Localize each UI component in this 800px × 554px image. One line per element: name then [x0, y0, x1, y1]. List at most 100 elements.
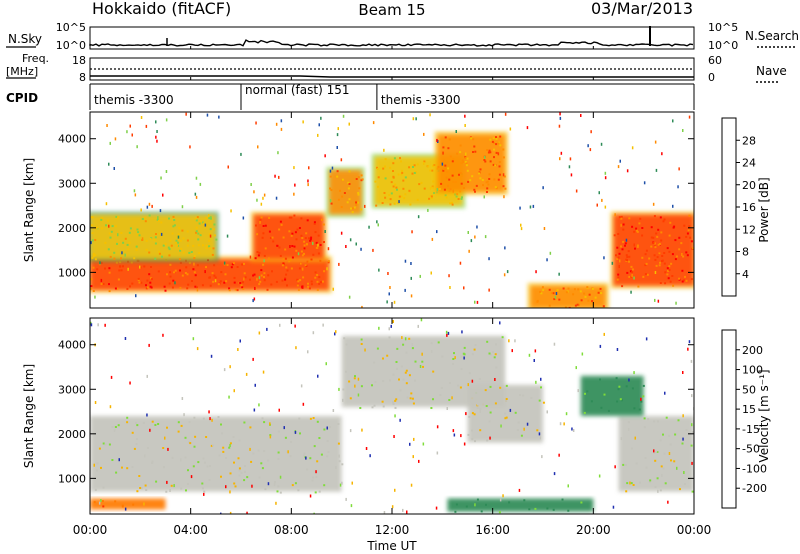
velocity-pixel [410, 392, 413, 395]
velocity-noise-pixel [364, 348, 366, 352]
velocity-noise-pixel [383, 511, 386, 514]
power-pixel [296, 278, 299, 281]
velocity-pixel [584, 392, 586, 395]
velocity-noise-pixel [436, 451, 439, 455]
velocity-pixel [495, 366, 498, 369]
velocity-pixel [111, 459, 114, 461]
power-pixel [389, 166, 392, 169]
velocity-pixel [619, 398, 622, 401]
velocity-noise-pixel [326, 426, 328, 430]
power-pixel [654, 246, 657, 249]
velocity-noise-pixel [603, 332, 605, 336]
power-pixel [92, 290, 95, 292]
power-pixel [226, 264, 229, 266]
power-pixel [91, 216, 94, 219]
power-pixel [445, 196, 448, 199]
velocity-pixel [315, 475, 318, 478]
velocity-pixel [326, 440, 329, 443]
power-pixel [310, 236, 313, 239]
power-pixel [464, 157, 467, 160]
x-tick-label: 00:00 [73, 523, 108, 537]
power-pixel [131, 282, 134, 285]
power-pixel [586, 286, 589, 289]
power-pixel [494, 186, 497, 189]
power-pixel [686, 254, 689, 257]
velocity-pixel [229, 442, 232, 445]
power-noise-pixel [546, 258, 548, 262]
power-pixel [487, 183, 490, 186]
power-pixel [194, 274, 197, 277]
power-noise-pixel [580, 114, 582, 117]
velocity-pixel [243, 470, 246, 473]
power-pixel [565, 291, 568, 294]
velocity-pixel [409, 397, 412, 400]
velocity-pixel [583, 411, 586, 414]
velocity-pixel [488, 420, 491, 423]
cpid-label: CPID [6, 91, 38, 105]
velocity-noise-pixel [104, 323, 106, 327]
power-pixel [629, 276, 632, 278]
colorbar-tick-label: -100 [742, 462, 767, 475]
velocity-pixel [656, 420, 659, 423]
power-pixel [392, 185, 395, 188]
power-noise-pixel [484, 155, 486, 159]
power-noise-pixel [332, 287, 334, 291]
power-pixel [691, 247, 694, 250]
velocity-pixel [523, 499, 526, 502]
velocity-pixel [463, 346, 466, 349]
velocity-pixel [264, 488, 267, 491]
velocity-pixel [234, 485, 237, 488]
power-pixel [313, 222, 316, 225]
power-pixel [683, 279, 686, 282]
power-noise-pixel [124, 253, 126, 257]
velocity-pixel [277, 451, 280, 454]
power-pixel [192, 268, 195, 271]
velocity-pixel [471, 438, 474, 441]
velocity-heatmap [90, 318, 694, 514]
power-pixel [616, 246, 619, 249]
power-pixel [402, 187, 405, 190]
colorbar-tick-label: 200 [742, 344, 763, 357]
velocity-noise-pixel [447, 331, 450, 335]
velocity-pixel [320, 453, 323, 456]
velocity-pixel [493, 356, 496, 359]
power-pixel [213, 274, 216, 277]
power-pixel [174, 269, 177, 272]
power-pixel [346, 201, 349, 204]
power-pixel [224, 273, 227, 276]
velocity-pixel [530, 396, 533, 399]
power-pixel [423, 160, 426, 163]
power-noise-pixel [324, 154, 326, 158]
freq-tick-top: 18 [72, 54, 86, 67]
velocity-noise-pixel [420, 318, 423, 322]
power-pixel [129, 227, 132, 230]
power-pixel [652, 242, 655, 244]
nsearch-label: N.Search [745, 29, 799, 43]
power-pixel [136, 228, 139, 231]
velocity-pixel [478, 377, 481, 380]
power-noise-pixel [372, 121, 375, 125]
velocity-pixel [625, 490, 628, 493]
power-pixel [108, 232, 111, 235]
velocity-noise-pixel [461, 330, 463, 334]
velocity-pixel [371, 406, 374, 409]
power-pixel [430, 197, 433, 199]
power-pixel [278, 228, 281, 231]
velocity-pixel [439, 394, 442, 397]
velocity-noise-pixel [682, 371, 684, 374]
velocity-pixel [607, 409, 610, 412]
x-tick-label: 12:00 [375, 523, 410, 537]
power-pixel [536, 300, 539, 303]
power-pixel [678, 277, 681, 280]
power-pixel [291, 232, 294, 235]
power-pixel [169, 263, 172, 266]
velocity-pixel [394, 399, 397, 402]
velocity-noise-pixel [251, 484, 253, 488]
power-pixel [489, 160, 492, 163]
velocity-pixel [440, 386, 443, 389]
power-pixel [672, 284, 675, 287]
velocity-pixel [261, 417, 264, 420]
power-pixel [416, 198, 419, 201]
power-pixel [471, 175, 474, 178]
velocity-pixel [180, 487, 183, 490]
